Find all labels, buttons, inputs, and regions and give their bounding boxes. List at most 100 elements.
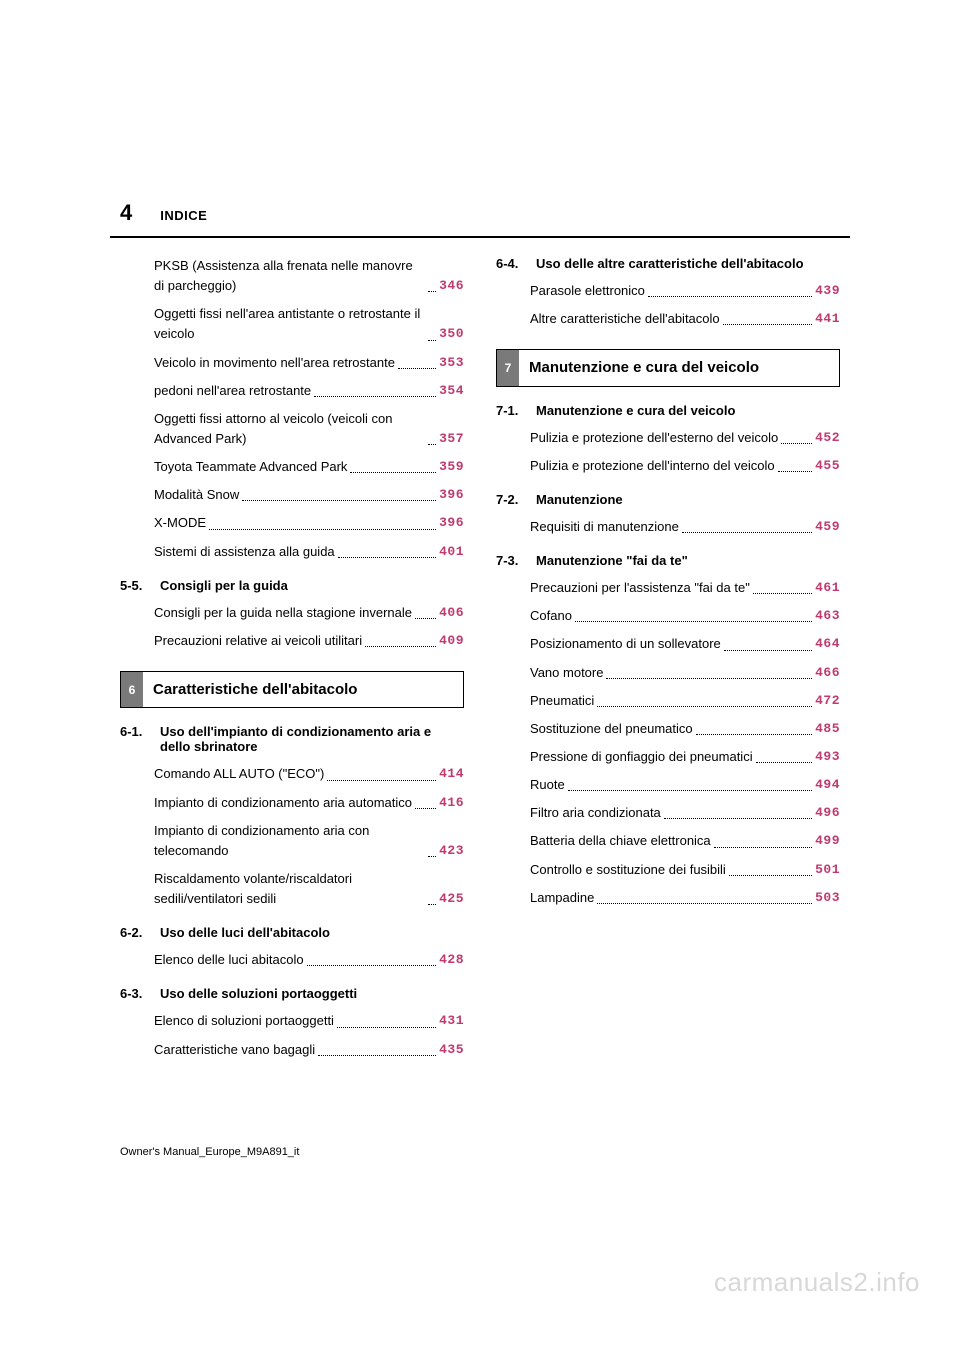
subheading-6-4: 6-4. Uso delle altre caratteristiche del… [496,256,840,271]
toc-leader-dots [327,780,436,781]
toc-entry-page: 464 [815,634,840,654]
toc-entry: Sistemi di assistenza alla guida401 [120,542,464,562]
entries-7-1: Pulizia e protezione dell'esterno del ve… [496,428,840,476]
toc-leader-dots [756,762,813,763]
toc-entry-page: 455 [815,456,840,476]
subheading-num: 6-1. [120,724,148,754]
toc-leader-dots [337,1027,436,1028]
subheading-num: 6-4. [496,256,524,271]
toc-entry: Pulizia e protezione dell'esterno del ve… [496,428,840,448]
toc-entry-page: 353 [439,353,464,373]
toc-entry-page: 452 [815,428,840,448]
toc-entry-text: Precauzioni per l'assistenza "fai da te" [530,578,750,598]
entries-6-4: Parasole elettronico439Altre caratterist… [496,281,840,329]
subheading-num: 7-2. [496,492,524,507]
toc-entry: Elenco delle luci abitacolo428 [120,950,464,970]
entries-6-2: Elenco delle luci abitacolo428 [120,950,464,970]
subheading-6-1: 6-1. Uso dell'impianto di condizionament… [120,724,464,754]
toc-leader-dots [398,368,436,369]
toc-entry-text: Precauzioni relative ai veicoli utilitar… [154,631,362,651]
document-page: 4 INDICE PKSB (Assistenza alla frenata n… [0,0,960,1358]
toc-entry-text: Oggetti fissi nell'area antistante o ret… [154,304,425,344]
toc-leader-dots [428,444,436,445]
toc-entry: Precauzioni relative ai veicoli utilitar… [120,631,464,651]
right-column: 6-4. Uso delle altre caratteristiche del… [496,256,840,1068]
toc-leader-dots [682,532,812,533]
toc-entry-page: 346 [439,276,464,296]
toc-entry: Vano motore466 [496,663,840,683]
toc-leader-dots [307,965,436,966]
toc-entry-text: Toyota Teammate Advanced Park [154,457,347,477]
header-rule [110,236,850,238]
toc-leader-dots [568,790,812,791]
toc-leader-dots [648,296,812,297]
entries-7-3: Precauzioni per l'assistenza "fai da te"… [496,578,840,908]
subheading-title: Manutenzione e cura del veicolo [536,403,840,418]
toc-entry-page: 494 [815,775,840,795]
toc-entry-text: Modalità Snow [154,485,239,505]
toc-entry-text: Consigli per la guida nella stagione inv… [154,603,412,623]
toc-entry-page: 409 [439,631,464,651]
toc-leader-dots [714,847,812,848]
toc-entry-text: pedoni nell'area retrostante [154,381,311,401]
toc-entry: Riscaldamento volante/riscaldatori sedil… [120,869,464,909]
toc-entry: Sostituzione del pneumatico485 [496,719,840,739]
toc-entry-page: 501 [815,860,840,880]
subheading-7-1: 7-1. Manutenzione e cura del veicolo [496,403,840,418]
toc-entry-page: 423 [439,841,464,861]
toc-entry-page: 396 [439,513,464,533]
toc-leader-dots [428,340,436,341]
toc-entry-text: Filtro aria condizionata [530,803,661,823]
entries-7-2: Requisiti di manutenzione 459 [496,517,840,537]
toc-entry-page: 459 [815,517,840,537]
toc-entry: Impianto di condizionamento aria automat… [120,793,464,813]
watermark-text: carmanuals2.info [714,1267,920,1298]
toc-leader-dots [365,646,436,647]
chapter-title: Caratteristiche dell'abitacolo [143,672,463,708]
toc-entry-text: Vano motore [530,663,603,683]
left-column: PKSB (Assistenza alla frenata nelle mano… [120,256,464,1068]
chapter-7-bar: 7 Manutenzione e cura del veicolo [496,349,840,387]
toc-leader-dots [781,443,812,444]
toc-leader-dots [724,650,812,651]
subheading-title: Manutenzione [536,492,840,507]
toc-entry-page: 439 [815,281,840,301]
toc-entry-page: 441 [815,309,840,329]
toc-entry-page: 350 [439,324,464,344]
subheading-7-2: 7-2. Manutenzione [496,492,840,507]
toc-entry-text: Requisiti di manutenzione [530,517,679,537]
toc-entry: Pulizia e protezione dell'interno del ve… [496,456,840,476]
subheading-num: 7-1. [496,403,524,418]
toc-leader-dots [350,472,436,473]
subheading-num: 5-5. [120,578,148,593]
toc-entry-page: 472 [815,691,840,711]
subheading-title: Consigli per la guida [160,578,464,593]
toc-entry-text: X-MODE [154,513,206,533]
toc-entry: Consigli per la guida nella stagione inv… [120,603,464,623]
toc-entry: Precauzioni per l'assistenza "fai da te"… [496,578,840,598]
toc-entry-text: Caratteristiche vano bagagli [154,1040,315,1060]
toc-entry-page: 406 [439,603,464,623]
toc-entry-text: Batteria della chiave elettronica [530,831,711,851]
toc-entry: Elenco di soluzioni portaoggetti431 [120,1011,464,1031]
toc-leader-dots [664,818,812,819]
toc-entry: Modalità Snow396 [120,485,464,505]
toc-entry-page: 496 [815,803,840,823]
toc-leader-dots [778,471,813,472]
toc-entry-text: Impianto di condizionamento aria automat… [154,793,412,813]
toc-leader-dots [575,621,812,622]
toc-entry: Filtro aria condizionata 496 [496,803,840,823]
toc-entry-text: Sostituzione del pneumatico [530,719,693,739]
chapter-tab: 7 [497,350,519,386]
toc-entry-page: 463 [815,606,840,626]
toc-entry: Controllo e sostituzione dei fusibili 501 [496,860,840,880]
toc-columns: PKSB (Assistenza alla frenata nelle mano… [120,256,840,1068]
toc-entry: Oggetti fissi attorno al veicolo (veicol… [120,409,464,449]
toc-entry-text: Controllo e sostituzione dei fusibili [530,860,726,880]
toc-entry: Caratteristiche vano bagagli435 [120,1040,464,1060]
toc-entry: pedoni nell'area retrostante354 [120,381,464,401]
toc-entry: Pressione di gonfiaggio dei pneumatici49… [496,747,840,767]
toc-entry-text: Veicolo in movimento nell'area retrostan… [154,353,395,373]
toc-entry-text: Pulizia e protezione dell'interno del ve… [530,456,775,476]
toc-leader-dots [597,706,812,707]
